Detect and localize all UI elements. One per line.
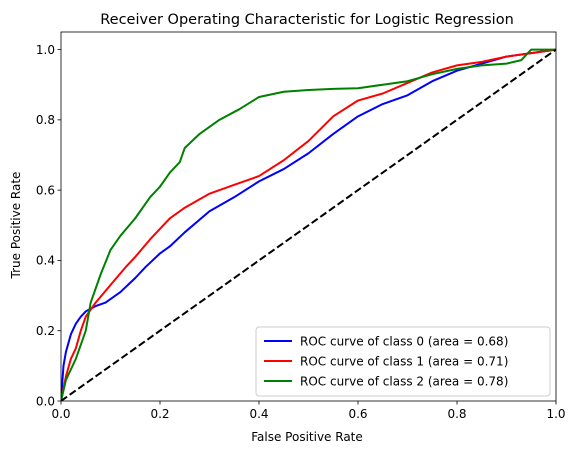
y-tick-label: 0.8	[36, 113, 55, 127]
chart-title: Receiver Operating Characteristic for Lo…	[100, 12, 514, 28]
roc-curve-class-0	[61, 48, 556, 401]
x-tick-label: 1.0	[546, 407, 565, 421]
plot-area: 0.0 0.2 0.4 0.6 0.8 1.0 0.0 0.2 0.4 0.6 0.8 1.0	[36, 31, 566, 421]
y-tick-label: 1.0	[36, 43, 55, 57]
legend-label: ROC curve of class 2 (area = 0.78)	[300, 374, 508, 388]
y-axis-title: True Positive Rate	[9, 172, 23, 280]
x-tick-label: 0.4	[249, 407, 268, 421]
x-tick-label: 0.0	[51, 407, 70, 421]
x-tick-label: 0.6	[348, 407, 367, 421]
legend: ROC curve of class 0 (area = 0.68) ROC cu…	[255, 326, 551, 397]
chance-diagonal-line	[61, 48, 556, 401]
legend-label: ROC curve of class 1 (area = 0.71)	[300, 354, 508, 368]
x-axis-title: False Positive Rate	[251, 430, 363, 444]
y-tick-label: 0.2	[36, 324, 55, 338]
x-tick-label: 0.8	[447, 407, 466, 421]
x-tick-label: 0.2	[150, 407, 169, 421]
roc-curve-class-1	[61, 48, 556, 401]
legend-box	[255, 326, 551, 397]
y-tick-label: 0.4	[36, 254, 55, 268]
y-tick-label: 0.6	[36, 183, 55, 197]
y-tick-label: 0.0	[36, 394, 55, 408]
series-group	[61, 48, 556, 401]
plot-frame	[60, 31, 557, 402]
legend-label: ROC curve of class 0 (area = 0.68)	[300, 334, 508, 348]
roc-curve-class-2	[61, 48, 556, 401]
